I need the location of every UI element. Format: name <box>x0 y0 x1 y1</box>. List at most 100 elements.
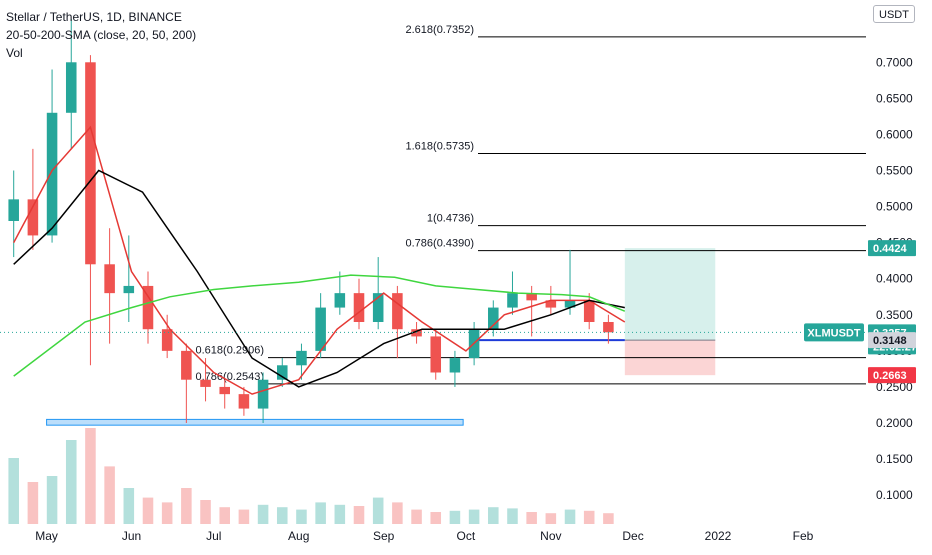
candle-body <box>104 264 115 294</box>
volume-bar <box>392 502 403 524</box>
volume-bar <box>334 504 346 524</box>
currency-button[interactable]: USDT <box>873 5 915 23</box>
volume-bar <box>296 509 307 524</box>
sma-20-line <box>13 125 626 395</box>
volume-bar <box>65 440 77 524</box>
candle-body <box>488 307 499 330</box>
candle-body <box>123 285 135 294</box>
volume-bar <box>488 507 499 524</box>
y-tick-label: 0.7000 <box>876 55 913 69</box>
candle-body <box>65 62 77 113</box>
candle-body <box>372 293 384 322</box>
volume-bar <box>564 509 576 524</box>
y-tick-label: 0.6500 <box>876 91 913 105</box>
x-tick-label: Feb <box>793 529 814 543</box>
volume-bar <box>238 509 250 524</box>
fib-level-label: 0.786(0.2543) <box>196 371 265 383</box>
y-tick-label: 0.5500 <box>876 164 913 178</box>
volume-bar <box>507 508 518 524</box>
sma-200-line <box>13 274 626 377</box>
x-tick-label: May <box>35 529 58 543</box>
candle-body <box>430 336 442 373</box>
volume-bar <box>372 497 384 524</box>
support-zone <box>46 418 464 426</box>
candle-body <box>449 358 461 373</box>
candle-body <box>181 350 192 380</box>
volume-bar <box>104 466 115 524</box>
volume-bar <box>276 507 288 524</box>
symbol-badge-text: XLMUSDT <box>807 327 860 339</box>
y-tick-label: 0.1000 <box>876 488 913 502</box>
x-tick-label: Nov <box>540 529 561 543</box>
candle-body <box>85 62 96 265</box>
volume-bar <box>219 507 230 524</box>
volume-bar <box>181 488 192 524</box>
volume-bar <box>545 513 557 524</box>
x-tick-label: Oct <box>457 529 476 543</box>
candle-body <box>526 293 537 301</box>
volume-bar <box>27 482 39 524</box>
candle-body <box>219 386 230 395</box>
indicator-label[interactable]: 20-50-200-SMA (close, 20, 50, 200) <box>6 28 197 42</box>
candle-body <box>142 285 154 330</box>
stop-price-badge-text: 0.2663 <box>873 370 907 382</box>
symbol-badge-box <box>804 323 864 342</box>
fib-level-label: 1.618(0.5735) <box>406 141 475 153</box>
x-tick-label: Jun <box>122 529 141 543</box>
candle-body <box>392 293 403 330</box>
volume-bar <box>200 500 211 524</box>
x-tick-label: 2022 <box>705 529 732 543</box>
candle-body <box>257 379 269 409</box>
candle-body <box>27 199 39 236</box>
volume-bar <box>468 509 480 524</box>
volume-bar <box>315 502 326 524</box>
volume-bar <box>411 509 422 524</box>
fib-level-label: 0.618(0.2906) <box>196 345 265 357</box>
volume-bar <box>85 428 96 524</box>
volume-bar <box>142 497 154 524</box>
volume-bar <box>583 510 595 524</box>
entry-price-badge-box <box>868 332 916 349</box>
x-tick-label: Dec <box>622 529 643 543</box>
volume-bar <box>449 510 461 524</box>
volume-bar <box>353 506 365 524</box>
candle-body <box>411 329 422 337</box>
volume-bar <box>430 512 442 524</box>
y-tick-label: 0.2000 <box>876 416 913 430</box>
target-zone <box>624 248 716 341</box>
chart-legend: Stellar / TetherUS, 1D, BINANCE 20-50-20… <box>6 8 196 62</box>
candle-body <box>315 307 326 351</box>
candle-body <box>200 379 211 387</box>
stop-price-badge-box <box>868 367 916 384</box>
volume-label[interactable]: Vol <box>6 46 23 60</box>
candle-body <box>545 300 557 308</box>
y-tick-label: 0.3500 <box>876 308 913 322</box>
x-tick-label: Jul <box>206 529 221 543</box>
candle-body <box>238 394 250 409</box>
volume-bar <box>161 502 173 524</box>
candle-body <box>507 293 518 308</box>
y-tick-label: 0.2500 <box>876 380 913 394</box>
volume-bar <box>257 504 269 524</box>
candle-body <box>296 350 307 366</box>
symbol-title[interactable]: Stellar / TetherUS, 1D, BINANCE <box>6 10 182 24</box>
volume-bar <box>123 488 135 524</box>
candle-body <box>583 300 595 322</box>
volume-bar <box>8 458 19 524</box>
y-tick-label: 0.4000 <box>876 272 913 286</box>
target-price-badge-box <box>868 240 916 257</box>
y-tick-label: 0.1500 <box>876 452 913 466</box>
y-tick-label: 0.6000 <box>876 127 913 141</box>
fib-level-label: 1(0.4736) <box>427 213 474 225</box>
candle-body <box>564 300 576 308</box>
x-tick-label: Aug <box>288 529 309 543</box>
volume-bar <box>603 513 614 524</box>
volume-bar <box>46 476 58 524</box>
x-tick-label: Sep <box>373 529 395 543</box>
candle-body <box>353 293 365 322</box>
candle-body <box>8 199 19 221</box>
entry-price-badge-text: 0.3148 <box>873 335 907 347</box>
candle-body <box>603 322 614 333</box>
